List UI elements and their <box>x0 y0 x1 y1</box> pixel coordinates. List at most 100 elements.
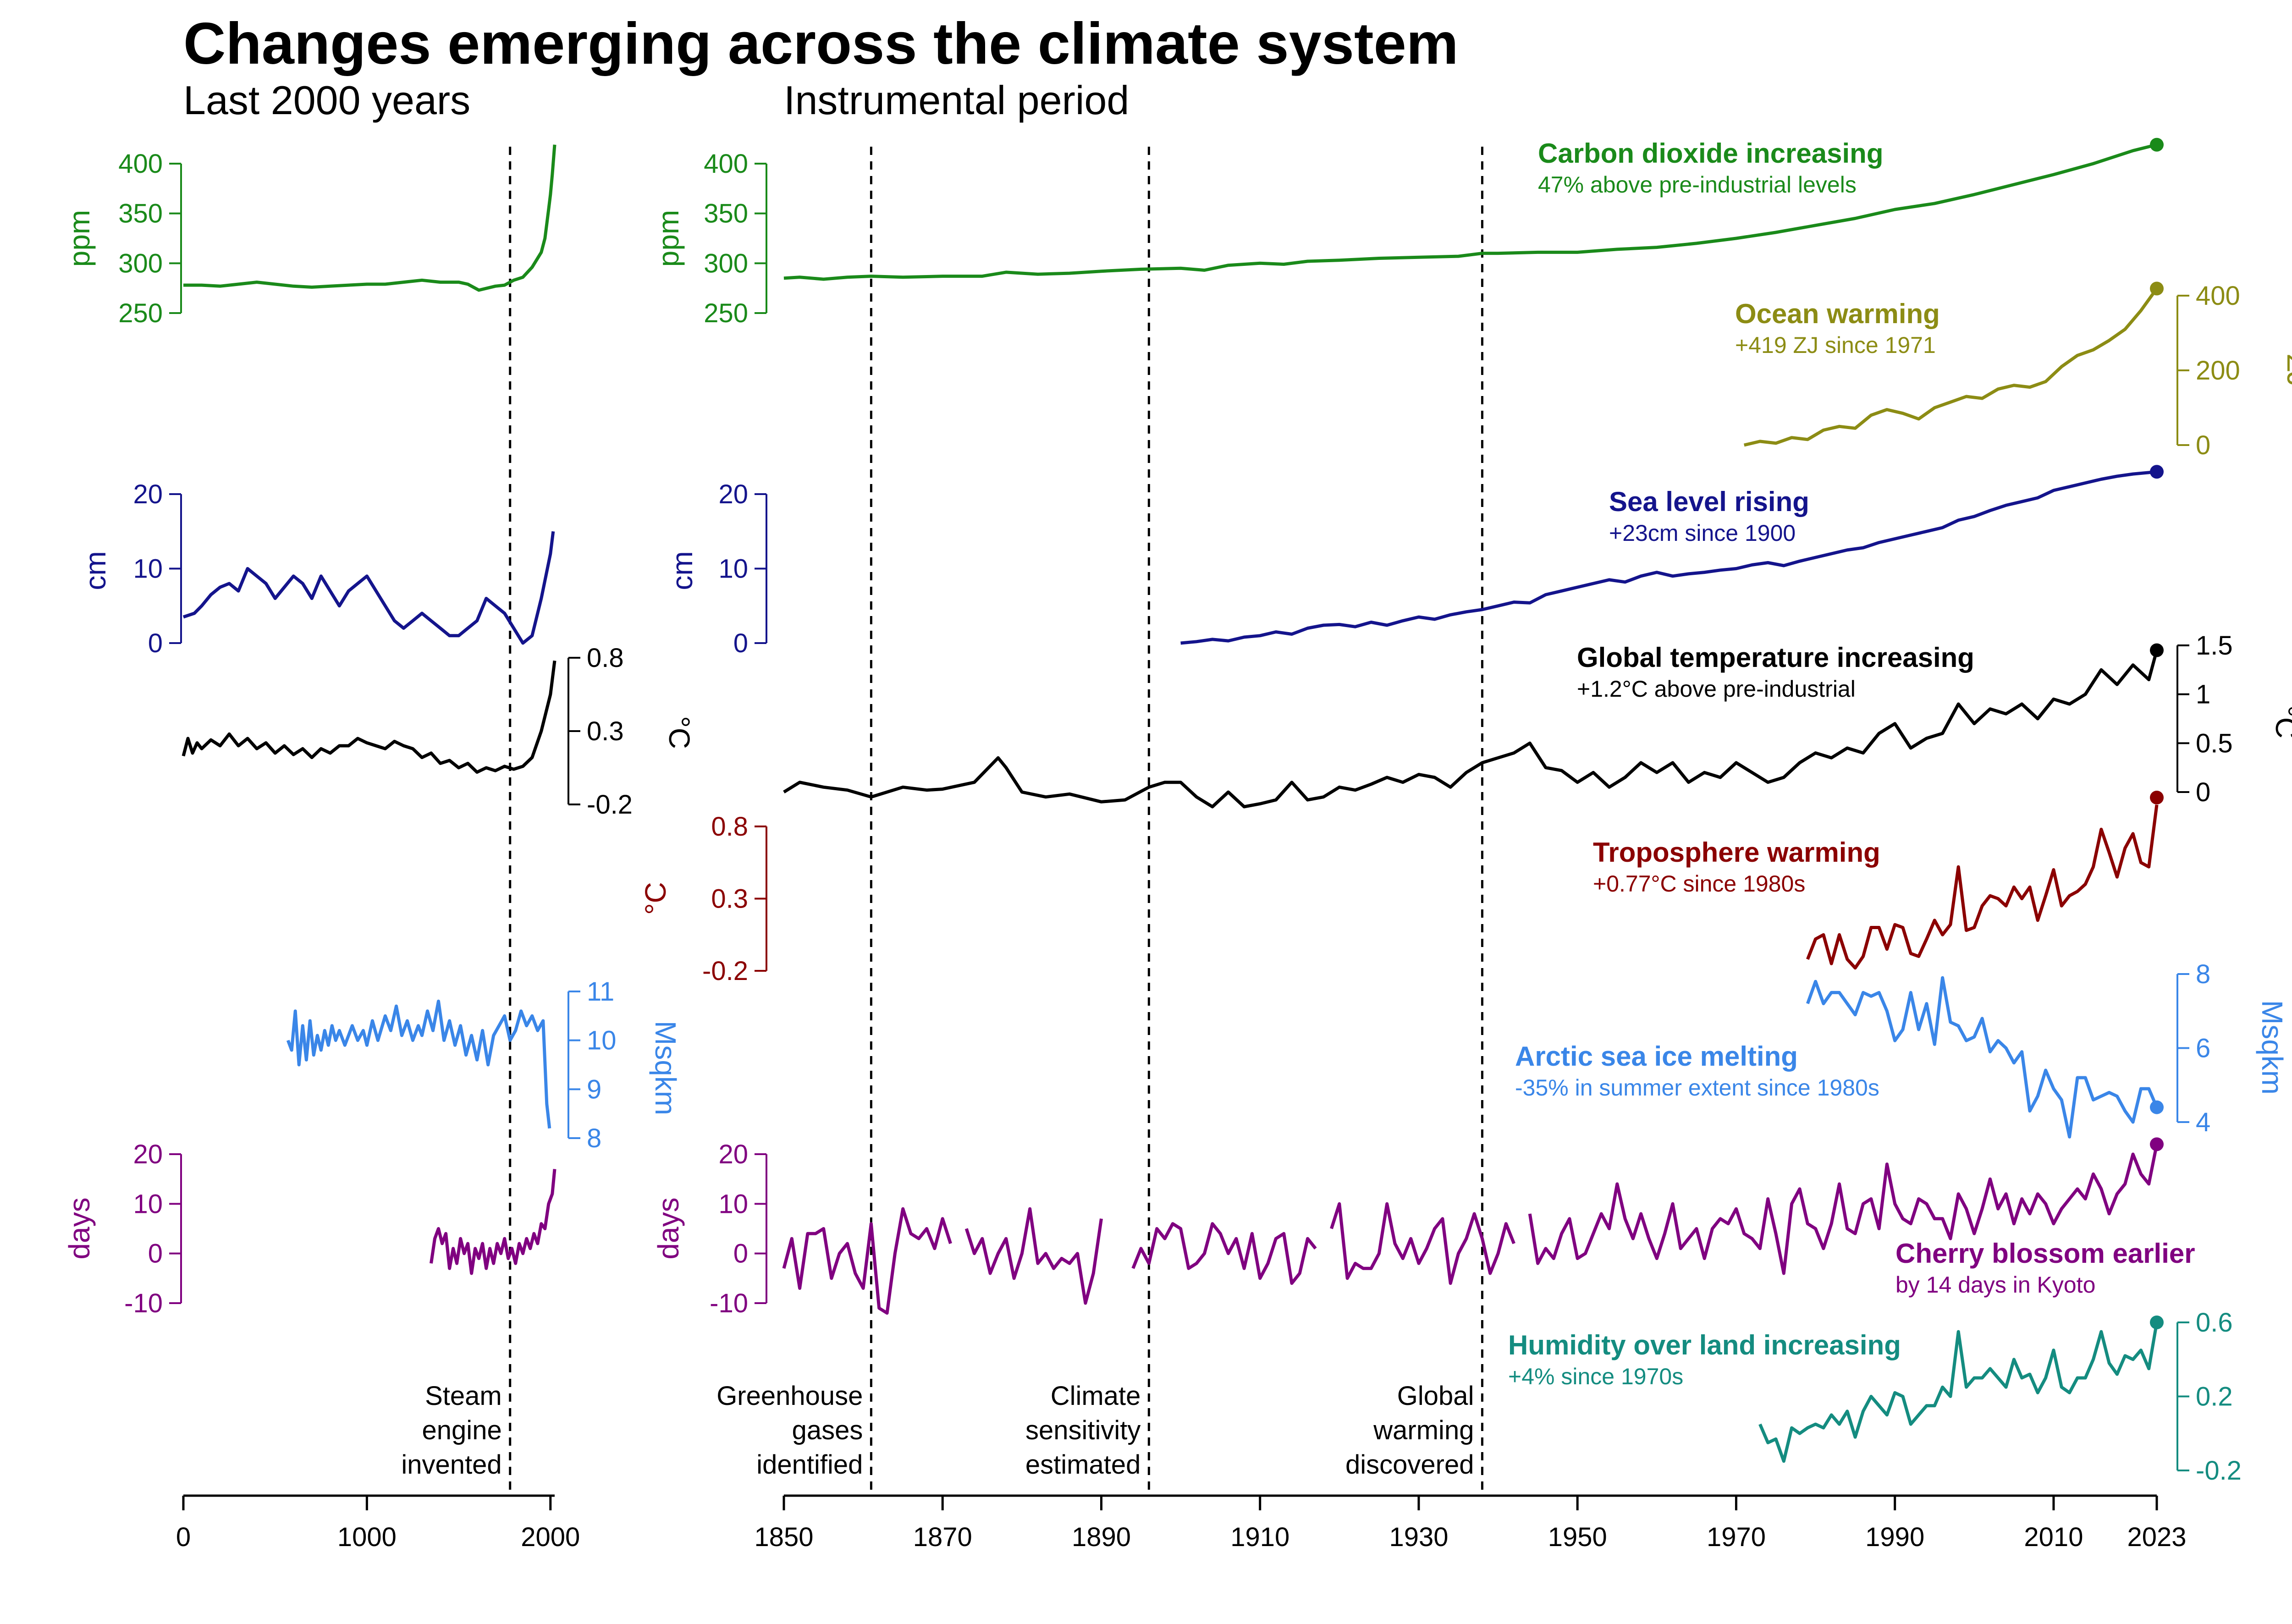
event-label-text: identified <box>756 1450 863 1480</box>
series-line-right-sea <box>1180 470 2157 645</box>
series-subtitle-cherry: by 14 days in Kyoto <box>1895 1272 2095 1298</box>
unit-label-right-temp: °C <box>2270 705 2292 738</box>
x-axis-instrumental-tick-label: 2010 <box>2024 1522 2083 1552</box>
x-axis-instrumental-tick-label: 1990 <box>1865 1522 1924 1552</box>
series-title-co2: Carbon dioxide increasing <box>1538 138 1884 169</box>
unit-label-right-cherry: days <box>652 1197 685 1259</box>
event-label-text: engine <box>422 1415 502 1445</box>
unit-label-left-ice: Msqkm <box>649 1021 682 1115</box>
series-line-right-ocean <box>1744 287 2158 447</box>
event-label-text: gases <box>792 1415 863 1445</box>
subtitle-last-2000-years: Last 2000 years <box>183 77 471 123</box>
y-axis-left-cherry-tick-label: 10 <box>133 1189 163 1219</box>
endpoint-dot-ocean <box>2150 281 2164 296</box>
series-title-humidity: Humidity over land increasing <box>1508 1330 1901 1360</box>
y-axis-right-tropo-tick-label: 0.8 <box>711 812 748 842</box>
endpoint-dot-cherry <box>2150 1137 2164 1151</box>
y-axis-right-ocean: 0 200 400 <box>2176 281 2240 460</box>
series-subtitle-ocean: +419 ZJ since 1971 <box>1735 332 1936 358</box>
event-label-text: invented <box>401 1450 501 1480</box>
y-axis-left-sea-tick-label: 20 <box>133 479 163 509</box>
x-axis-last-2000-years-tick-label: 1000 <box>337 1522 397 1552</box>
endpoint-dot-sea <box>2150 465 2164 479</box>
y-axis-right-cherry-tick-label: 0 <box>733 1239 748 1269</box>
event-label: Steam engine invented <box>401 1381 501 1480</box>
y-axis-right-temp-tick-label: 1.5 <box>2196 631 2233 661</box>
unit-label-right-ice: Msqkm <box>2256 1000 2289 1095</box>
x-axis-instrumental-tick-label: 1850 <box>754 1522 813 1552</box>
x-axis-instrumental-tick-label: 1950 <box>1548 1522 1607 1552</box>
y-axis-left-cherry-tick-label: -10 <box>124 1288 163 1318</box>
x-axis-last-2000-years-tick-label: 0 <box>176 1522 191 1552</box>
x-axis-instrumental-tick-label: 1890 <box>1072 1522 1131 1552</box>
event-label: Global warming discovered <box>1345 1381 1474 1480</box>
x-axis-last-2000-years-tick-label: 2000 <box>521 1522 580 1552</box>
y-axis-right-temp-tick-label: 0.5 <box>2196 728 2233 758</box>
series-title-sea: Sea level rising <box>1609 486 1809 517</box>
y-axis-right-ice-tick-label: 8 <box>2196 959 2210 989</box>
x-axis-instrumental-tick-label: 1970 <box>1707 1522 1766 1552</box>
chart-title: Changes emerging across the climate syst… <box>183 11 1459 77</box>
y-axis-left-temp-tick-label: -0.2 <box>587 790 633 820</box>
event-label-text: Climate <box>1051 1381 1141 1411</box>
y-axis-right-ice: 4 6 8 <box>2176 959 2210 1137</box>
series-subtitle-humidity: +4% since 1970s <box>1508 1364 1683 1389</box>
series-line-right-temp <box>783 650 2159 809</box>
series-line-left-ice <box>286 999 551 1129</box>
y-axis-left-cherry-tick-label: 20 <box>133 1140 163 1169</box>
y-axis-right-tropo: -0.2 0.3 0.8 <box>702 812 767 986</box>
y-axis-right-humidity: -0.2 0.2 0.6 <box>2176 1308 2242 1486</box>
y-axis-right-sea-tick-label: 10 <box>718 554 748 584</box>
series-line-right-ice <box>1806 976 2159 1139</box>
y-axis-right-co2-tick-label: 400 <box>704 149 748 179</box>
y-axis-right-ice-tick-label: 4 <box>2196 1107 2210 1137</box>
series-line-left-cherry <box>430 1169 556 1275</box>
endpoint-dot-co2 <box>2150 138 2164 152</box>
y-axis-right-humidity-tick-label: 0.2 <box>2196 1382 2233 1412</box>
y-axis-right-co2-tick-label: 350 <box>704 199 748 229</box>
event-label-text: estimated <box>1025 1450 1140 1480</box>
series-line-left-co2 <box>183 144 556 292</box>
event-label-text: Greenhouse <box>716 1381 863 1411</box>
y-axis-right-sea-tick-label: 0 <box>733 628 748 658</box>
unit-label-right-tropo: °C <box>639 882 672 915</box>
y-axis-right-cherry-tick-label: 20 <box>718 1140 748 1169</box>
y-axis-left-cherry: -10 0 10 20 <box>124 1140 182 1318</box>
series-subtitle-temp: +1.2°C above pre-industrial <box>1577 676 1856 702</box>
series-title-ocean: Ocean warming <box>1735 298 1940 329</box>
y-axis-left-co2-tick-label: 250 <box>118 298 163 328</box>
y-axis-right-tropo-tick-label: 0.3 <box>711 884 748 914</box>
x-axis-last-2000-years: 0 1000 2000 <box>176 1494 580 1552</box>
series-line-right-cherry <box>782 1144 2159 1315</box>
subtitle-instrumental-period: Instrumental period <box>784 77 1129 123</box>
y-axis-left-temp-tick-label: 0.3 <box>587 716 624 746</box>
x-axis-instrumental-tick-label: 1870 <box>913 1522 972 1552</box>
y-axis-right-sea: 0 10 20 <box>718 479 767 658</box>
y-axis-right-temp-tick-label: 0 <box>2196 777 2210 807</box>
endpoint-dot-ice <box>2150 1100 2164 1114</box>
y-axis-right-temp: 0 0.5 1 1.5 <box>2176 631 2233 807</box>
series-line-right-tropo <box>1806 804 2159 970</box>
y-axis-right-ocean-tick-label: 0 <box>2196 430 2210 460</box>
series-line-right-co2 <box>783 143 2157 281</box>
event-label-text: warming <box>1373 1415 1474 1445</box>
series-title-tropo: Troposphere warming <box>1593 837 1880 868</box>
series-line-right-humidity <box>1758 1322 2159 1463</box>
y-axis-left-ice-tick-label: 8 <box>587 1123 601 1153</box>
endpoint-dot-humidity <box>2150 1316 2164 1329</box>
unit-label-left-sea: cm <box>79 551 112 590</box>
y-axis-right-co2-tick-label: 300 <box>704 248 748 278</box>
endpoint-dot-tropo <box>2150 791 2164 804</box>
series-subtitle-sea: +23cm since 1900 <box>1609 520 1796 546</box>
series-line-left-temp <box>182 660 556 774</box>
y-axis-right-cherry-tick-label: 10 <box>718 1189 748 1219</box>
event-label-text: Steam <box>425 1381 502 1411</box>
y-axis-left-cherry-tick-label: 0 <box>148 1239 163 1269</box>
y-axis-left-sea-tick-label: 10 <box>133 554 163 584</box>
series-subtitle-tropo: +0.77°C since 1980s <box>1593 871 1805 897</box>
y-axis-right-humidity-tick-label: 0.6 <box>2196 1308 2233 1338</box>
y-axis-left-ice-tick-label: 10 <box>587 1026 617 1056</box>
y-axis-left-co2-tick-label: 400 <box>118 149 163 179</box>
endpoint-dot-temp <box>2150 643 2164 657</box>
y-axis-left-ice-tick-label: 11 <box>587 977 614 1007</box>
